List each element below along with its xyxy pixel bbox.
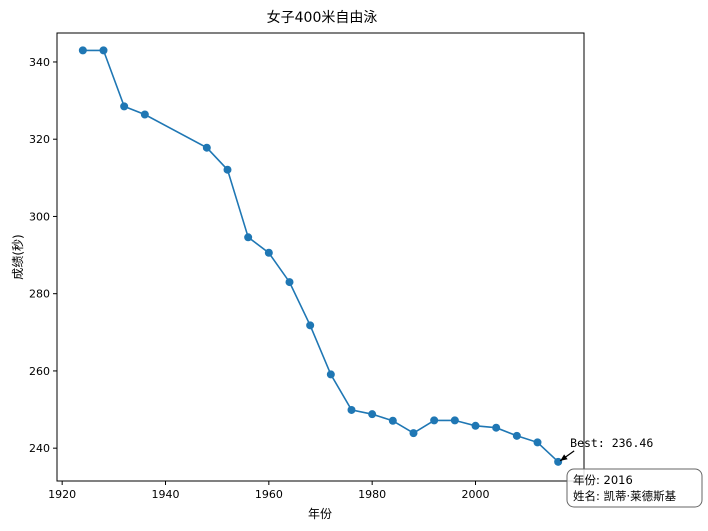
data-point xyxy=(264,248,273,257)
data-point xyxy=(492,423,501,432)
data-point xyxy=(450,416,459,425)
data-point xyxy=(554,457,563,466)
y-tick-label: 320 xyxy=(29,133,50,146)
annotation-text: Best: 236.46 xyxy=(570,436,653,450)
x-axis: 1920 1940 1960 1980 2000 xyxy=(48,481,490,501)
data-point xyxy=(99,46,108,55)
data-point xyxy=(120,102,129,111)
data-point xyxy=(285,278,294,287)
data-point xyxy=(368,410,377,419)
y-axis-label: 成绩(秒) xyxy=(11,234,25,279)
data-point xyxy=(306,321,315,330)
data-point xyxy=(202,143,211,152)
y-tick-label: 280 xyxy=(29,288,50,301)
data-point xyxy=(347,405,356,414)
x-tick-label: 1920 xyxy=(48,488,76,501)
x-axis-label: 年份 xyxy=(308,507,332,521)
info-box: 年份: 2016 姓名: 凯蒂·莱德斯基 xyxy=(566,468,703,508)
data-point xyxy=(326,370,335,379)
y-tick-label: 240 xyxy=(29,442,50,455)
data-point xyxy=(471,421,480,430)
y-tick-label: 340 xyxy=(29,56,50,69)
x-tick-label: 1940 xyxy=(152,488,180,501)
data-point xyxy=(512,431,521,440)
plot-area xyxy=(56,32,585,482)
x-tick-label: 1980 xyxy=(358,488,386,501)
x-tick-label: 2000 xyxy=(462,488,490,501)
y-tick-label: 300 xyxy=(29,210,50,223)
data-point xyxy=(78,46,87,55)
info-box-frame xyxy=(566,468,703,508)
info-name: 姓名: 凯蒂·莱德斯基 xyxy=(573,489,677,503)
chart-title: 女子400米自由泳 xyxy=(267,9,378,26)
series-layer xyxy=(78,46,563,466)
best-annotation: Best: 236.46 xyxy=(559,436,653,462)
data-point xyxy=(388,416,397,425)
data-point xyxy=(409,429,418,438)
data-point xyxy=(533,438,542,447)
info-year: 年份: 2016 xyxy=(573,473,633,487)
data-point xyxy=(430,416,439,425)
series-line xyxy=(82,49,559,463)
data-point xyxy=(140,110,149,119)
x-tick-label: 1960 xyxy=(255,488,283,501)
data-point xyxy=(244,233,253,242)
y-tick-label: 260 xyxy=(29,365,50,378)
data-point xyxy=(223,165,232,174)
y-axis: 240 260 280 300 320 340 xyxy=(29,56,57,455)
annotation-arrowhead xyxy=(560,454,568,461)
